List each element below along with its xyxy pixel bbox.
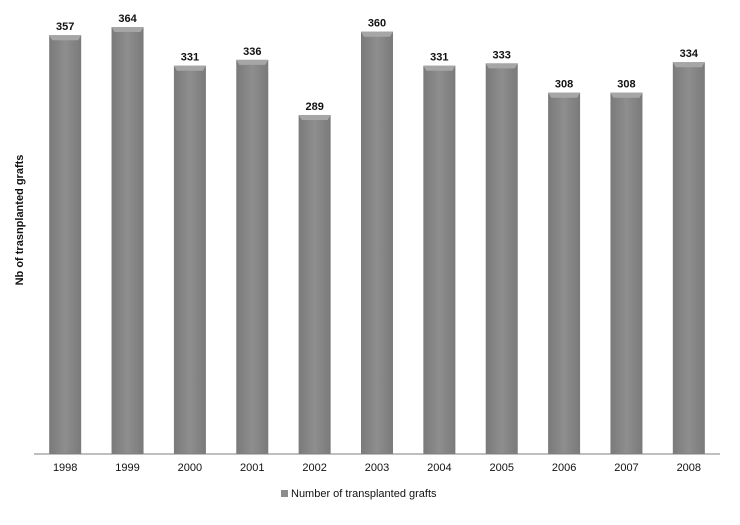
data-label-2004: 331 [430,52,448,64]
legend: Number of transplanted grafts [281,488,437,500]
bar-body [236,59,269,454]
labels-layer: 357 364 331 336 289 360 331 333 308 308 334 [56,13,699,113]
legend-label: Number of transplanted grafts [291,488,437,500]
data-label-2003: 360 [368,18,386,30]
bar-cap [298,114,331,120]
x-tick-2008: 2008 [677,462,701,474]
x-tick-labels: 1998 1999 2000 2001 2002 2003 2004 2005 2006 2007… [53,462,701,474]
data-label-2002: 289 [305,101,323,113]
data-label-2005: 333 [493,49,511,61]
x-tick-1998: 1998 [53,462,77,474]
bar-cap [423,65,456,71]
bar-body [111,27,144,454]
bar-2007 [610,92,643,454]
data-label-2007: 308 [617,79,635,91]
x-tick-2003: 2003 [365,462,389,474]
legend-swatch [281,490,288,497]
x-tick-2004: 2004 [427,462,451,474]
bar-body [173,65,206,454]
bar-cap [548,92,581,98]
bar-2008 [672,62,705,454]
bar-cap [173,65,206,71]
bar-cap [49,35,82,41]
bar-cap [236,59,269,65]
bar-2005 [485,63,518,454]
bar-cap [361,31,393,37]
x-tick-2001: 2001 [240,462,264,474]
bar-body [361,31,393,454]
bar-2001 [236,59,269,454]
data-label-2000: 331 [181,52,199,64]
data-label-2006: 308 [555,79,573,91]
x-tick-2005: 2005 [489,462,513,474]
bar-body [548,92,581,454]
bar-2003 [361,31,393,454]
bar-body [423,65,456,454]
bar-body [485,63,518,454]
bar-body [610,92,643,454]
data-label-2008: 334 [680,48,699,60]
data-label-1998: 357 [56,21,74,33]
bar-2002 [298,114,331,454]
y-axis-title: Nb of trasnplanted grafts [14,155,26,286]
bar-cap [672,62,705,68]
bar-1999 [111,27,144,454]
bar-cap [485,63,518,69]
data-label-1999: 364 [118,13,137,25]
bars-layer [49,27,705,454]
x-tick-2007: 2007 [614,462,638,474]
bar-cap [610,92,643,98]
x-tick-2000: 2000 [178,462,202,474]
bar-body [298,114,331,454]
x-tick-2002: 2002 [302,462,326,474]
bar-cap [111,27,144,32]
bar-2004 [423,65,456,454]
bar-body [672,62,705,454]
bar-2006 [548,92,581,454]
bar-2000 [173,65,206,454]
x-tick-2006: 2006 [552,462,576,474]
x-tick-1999: 1999 [115,462,139,474]
bar-body [49,35,82,454]
bar-1998 [49,35,82,454]
data-label-2001: 336 [243,46,261,58]
